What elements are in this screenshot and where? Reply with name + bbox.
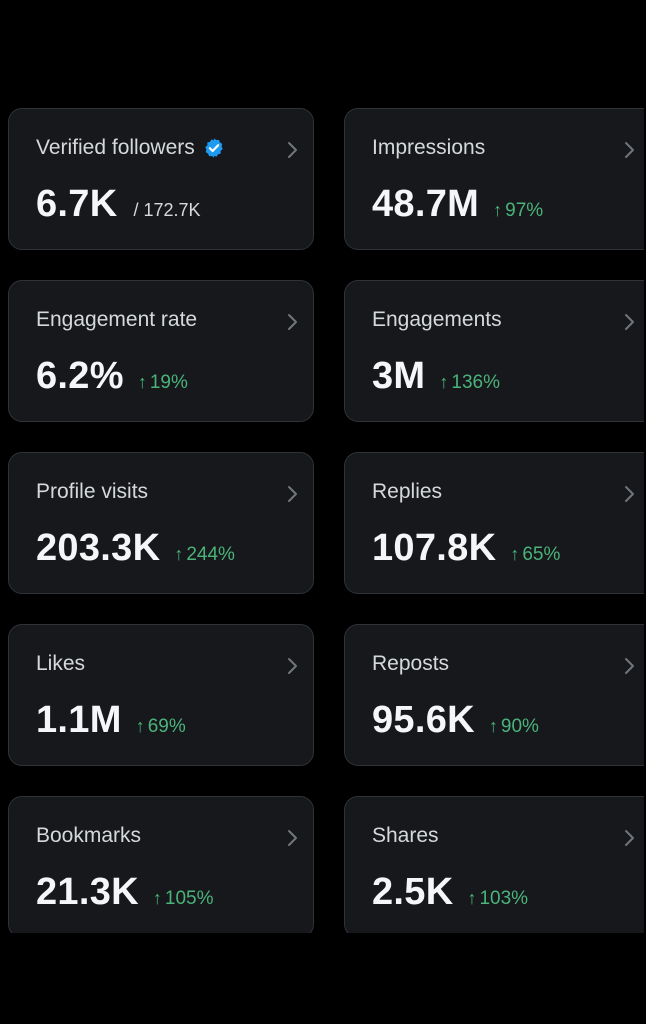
up-arrow-icon: ↑ — [137, 372, 147, 392]
card-value-row: 107.8K ↑ 65% — [372, 527, 560, 570]
up-arrow-icon: ↑ — [493, 200, 503, 220]
change-percent: 97% — [505, 200, 544, 221]
metric-total: / 172.7K — [133, 200, 201, 220]
change-percent: 105% — [164, 888, 214, 909]
change-percent: 244% — [186, 544, 235, 565]
chevron-right-icon[interactable] — [622, 656, 636, 676]
metric-value: 3M — [372, 355, 426, 397]
card-shares[interactable]: Shares 2.5K ↑ 103% — [344, 796, 644, 933]
change-percent: 103% — [479, 888, 529, 909]
card-value-row: 6.2% ↑ 19% — [36, 355, 188, 398]
card-value-row: 2.5K ↑ 103% — [372, 871, 528, 914]
card-value-row: 203.3K ↑ 244% — [36, 527, 235, 570]
change-percent: 90% — [500, 716, 539, 737]
metric-value: 48.7M — [372, 183, 480, 225]
card-label: Replies — [372, 480, 443, 503]
metric-value: 107.8K — [372, 527, 497, 569]
metric-change: ↑ 65% — [510, 544, 560, 566]
card-label: Engagement rate — [36, 308, 198, 331]
metric-change: ↑ 105% — [153, 888, 214, 910]
card-label: Profile visits — [36, 480, 149, 503]
metric-value: 6.7K — [36, 183, 118, 225]
card-label: Engagements — [372, 308, 502, 331]
card-label: Reposts — [372, 652, 450, 675]
card-engagement-rate[interactable]: Engagement rate 6.2% ↑ 19% — [8, 280, 314, 422]
card-label: Shares — [372, 824, 439, 847]
up-arrow-icon: ↑ — [152, 888, 162, 908]
metric-value: 6.2% — [36, 355, 124, 397]
up-arrow-icon: ↑ — [135, 716, 145, 736]
card-label: Impressions — [372, 136, 486, 159]
chevron-right-icon[interactable] — [622, 484, 636, 504]
verified-badge-icon — [205, 138, 223, 158]
metric-value: 2.5K — [372, 871, 454, 913]
change-percent: 69% — [147, 716, 186, 737]
chevron-right-icon[interactable] — [285, 312, 299, 332]
card-label: Verified followers — [36, 136, 225, 160]
metric-value: 95.6K — [372, 699, 475, 741]
chevron-right-icon[interactable] — [285, 140, 299, 160]
card-label: Bookmarks — [36, 824, 142, 847]
metric-value: 21.3K — [36, 871, 139, 913]
up-arrow-icon: ↑ — [174, 544, 184, 564]
chevron-right-icon[interactable] — [622, 140, 636, 160]
change-percent: 65% — [522, 544, 561, 565]
metric-change: ↑ 103% — [467, 888, 528, 910]
metric-value: 1.1M — [36, 699, 122, 741]
metric-change: ↑ 136% — [439, 372, 500, 394]
up-arrow-icon: ↑ — [467, 888, 477, 908]
card-verified-followers[interactable]: Verified followers 6.7K / 172.7K — [8, 108, 314, 250]
metric-change: ↑ 69% — [136, 716, 186, 738]
card-value-row: 3M ↑ 136% — [372, 355, 500, 398]
card-value-row: 1.1M ↑ 69% — [36, 699, 186, 742]
up-arrow-icon: ↑ — [510, 544, 520, 564]
metric-change: ↑ 19% — [138, 372, 188, 394]
chevron-right-icon[interactable] — [285, 656, 299, 676]
card-bookmarks[interactable]: Bookmarks 21.3K ↑ 105% — [8, 796, 314, 933]
card-replies[interactable]: Replies 107.8K ↑ 65% — [344, 452, 644, 594]
card-likes[interactable]: Likes 1.1M ↑ 69% — [8, 624, 314, 766]
metrics-grid: Verified followers 6.7K / 172.7K Impress… — [8, 108, 644, 933]
metric-change: ↑ 244% — [174, 544, 235, 566]
metric-value: 203.3K — [36, 527, 161, 569]
change-percent: 19% — [149, 372, 188, 393]
chevron-right-icon[interactable] — [622, 828, 636, 848]
card-profile-visits[interactable]: Profile visits 203.3K ↑ 244% — [8, 452, 314, 594]
card-engagements[interactable]: Engagements 3M ↑ 136% — [344, 280, 644, 422]
card-value-row: 95.6K ↑ 90% — [372, 699, 539, 742]
card-value-row: 21.3K ↑ 105% — [36, 871, 214, 914]
metric-change: ↑ 97% — [493, 200, 543, 222]
card-value-row: 6.7K / 172.7K — [36, 183, 201, 226]
card-value-row: 48.7M ↑ 97% — [372, 183, 543, 226]
metric-change: ↑ 90% — [489, 716, 539, 738]
up-arrow-icon: ↑ — [488, 716, 498, 736]
chevron-right-icon[interactable] — [285, 484, 299, 504]
chevron-right-icon[interactable] — [285, 828, 299, 848]
card-label-text: Verified followers — [36, 136, 195, 159]
card-impressions[interactable]: Impressions 48.7M ↑ 97% — [344, 108, 644, 250]
chevron-right-icon[interactable] — [622, 312, 636, 332]
up-arrow-icon: ↑ — [439, 372, 449, 392]
card-reposts[interactable]: Reposts 95.6K ↑ 90% — [344, 624, 644, 766]
card-label: Likes — [36, 652, 86, 675]
change-percent: 136% — [451, 372, 500, 393]
